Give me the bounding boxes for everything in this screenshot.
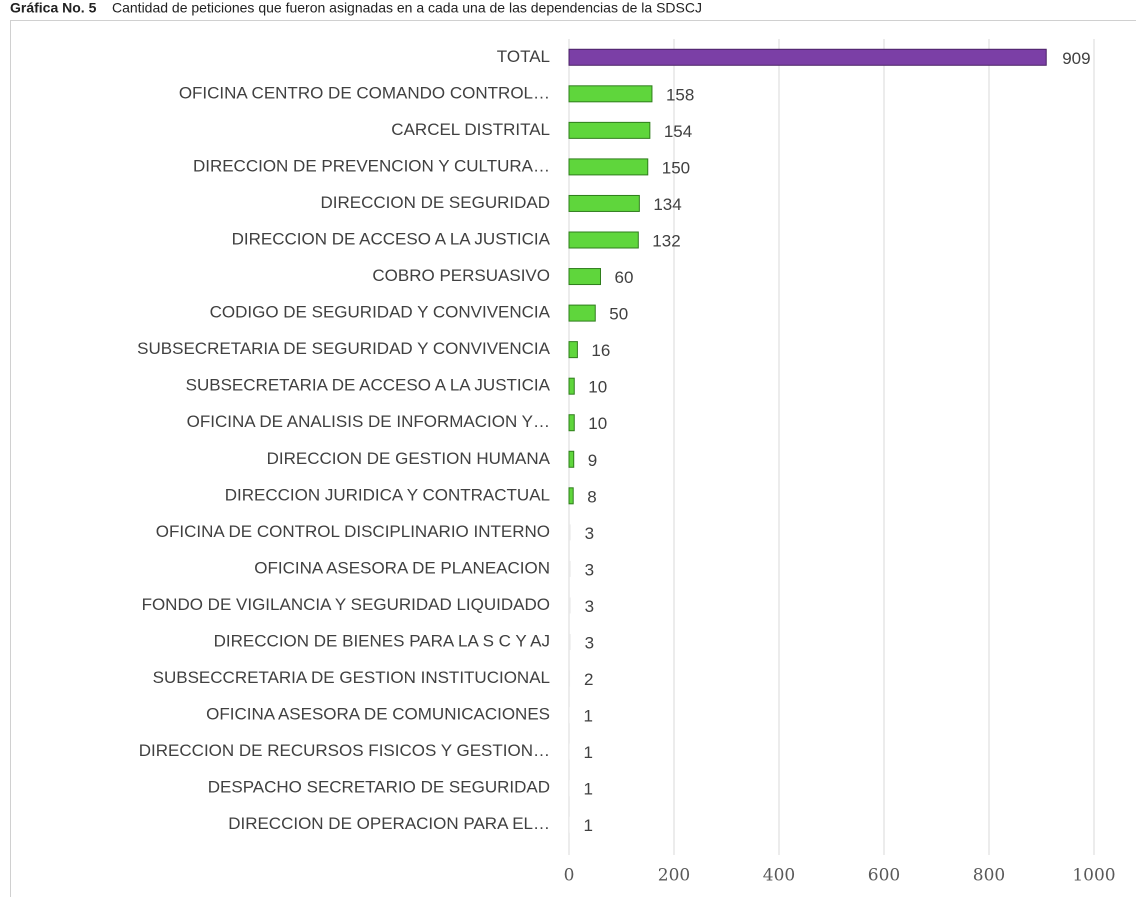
bar [568,487,574,505]
value-label: 3 [585,597,594,616]
bar [569,634,571,650]
y-tick-label: OFICINA CENTRO DE COMANDO CONTROL… [179,83,550,102]
y-tick-label: DIRECCION DE OPERACION PARA EL… [228,814,550,833]
value-label: 3 [585,633,594,652]
chart-title: Gráfica No. 5 [10,0,97,16]
bar [568,377,575,395]
y-tick-label: SUBSECRETARIA DE SEGURIDAD Y CONVIVENCIA [137,339,550,358]
value-label: 150 [662,158,690,177]
x-tick-label: 800 [973,866,1005,886]
value-label: 3 [585,560,594,579]
y-tick-label: DIRECCION DE RECURSOS FISICOS Y GESTION… [139,741,550,760]
bar [569,816,570,833]
x-tick-label: 0 [564,866,575,886]
bar [568,341,578,359]
value-label: 16 [591,341,610,360]
value-label: 1 [584,816,593,835]
value-label: 134 [653,195,681,214]
y-tick-label: DESPACHO SECRETARIO DE SEGURIDAD [208,778,550,797]
y-tick-label: DIRECCION DE PREVENCION Y CULTURA… [193,156,550,175]
bar [568,48,1047,66]
y-tick-label: DIRECCION DE GESTION HUMANA [267,449,551,468]
y-tick-label: CARCEL DISTRITAL [391,120,550,139]
x-tick-label: 600 [868,866,900,886]
value-label: 909 [1062,49,1090,68]
bar [568,231,639,249]
bar [569,560,571,577]
value-label: 8 [587,487,596,506]
y-tick-label: OFICINA ASESORA DE PLANEACION [254,558,550,577]
bar [569,707,570,724]
x-tick-label: 200 [658,866,690,886]
y-tick-label: FONDO DE VIGILANCIA Y SEGURIDAD LIQUIDAD… [142,595,550,614]
y-tick-label: OFICINA ASESORA DE COMUNICACIONES [206,705,550,724]
bar [568,268,601,286]
y-tick-label: DIRECCION DE SEGURIDAD [320,193,550,212]
y-tick-label: TOTAL [497,47,550,66]
y-tick-label: DIRECCION DE BIENES PARA LA S C Y AJ [214,631,550,650]
y-tick-label: OFICINA DE CONTROL DISCIPLINARIO INTERNO [156,522,550,541]
value-label: 10 [588,378,607,397]
x-tick-label: 1000 [1072,866,1115,886]
value-label: 1 [584,707,593,726]
bar [569,524,571,541]
value-label: 3 [585,524,594,543]
bar [569,670,571,687]
value-label: 154 [664,122,692,141]
bar [569,780,570,797]
bar [568,121,651,139]
y-tick-label: OFICINA DE ANALISIS DE INFORMACION Y… [187,412,550,431]
bar [569,743,570,760]
bar [568,85,653,103]
value-label: 132 [652,231,680,250]
chart-subtitle: Cantidad de peticiones que fueron asigna… [112,0,702,16]
value-label: 2 [584,670,593,689]
y-tick-label: DIRECCION JURIDICA Y CONTRACTUAL [225,485,550,504]
bar [569,597,571,614]
y-tick-label: COBRO PERSUASIVO [372,266,550,285]
value-label: 9 [588,451,597,470]
bar [568,414,575,432]
y-tick-label: SUBSECRETARIA DE ACCESO A LA JUSTICIA [186,376,551,395]
chart-frame [10,20,1136,897]
value-label: 50 [609,305,628,324]
value-label: 1 [584,743,593,762]
y-tick-label: CODIGO DE SEGURIDAD Y CONVIVENCIA [210,303,551,322]
bar [568,158,649,176]
bar [568,304,596,322]
value-label: 158 [666,85,694,104]
value-label: 10 [588,414,607,433]
y-tick-label: DIRECCION DE ACCESO A LA JUSTICIA [232,229,551,248]
value-label: 60 [615,268,634,287]
value-label: 1 [584,780,593,799]
x-tick-label: 400 [763,866,795,886]
bar [568,450,575,468]
y-tick-label: SUBSECCRETARIA DE GESTION INSTITUCIONAL [153,668,550,687]
bar [568,194,640,212]
